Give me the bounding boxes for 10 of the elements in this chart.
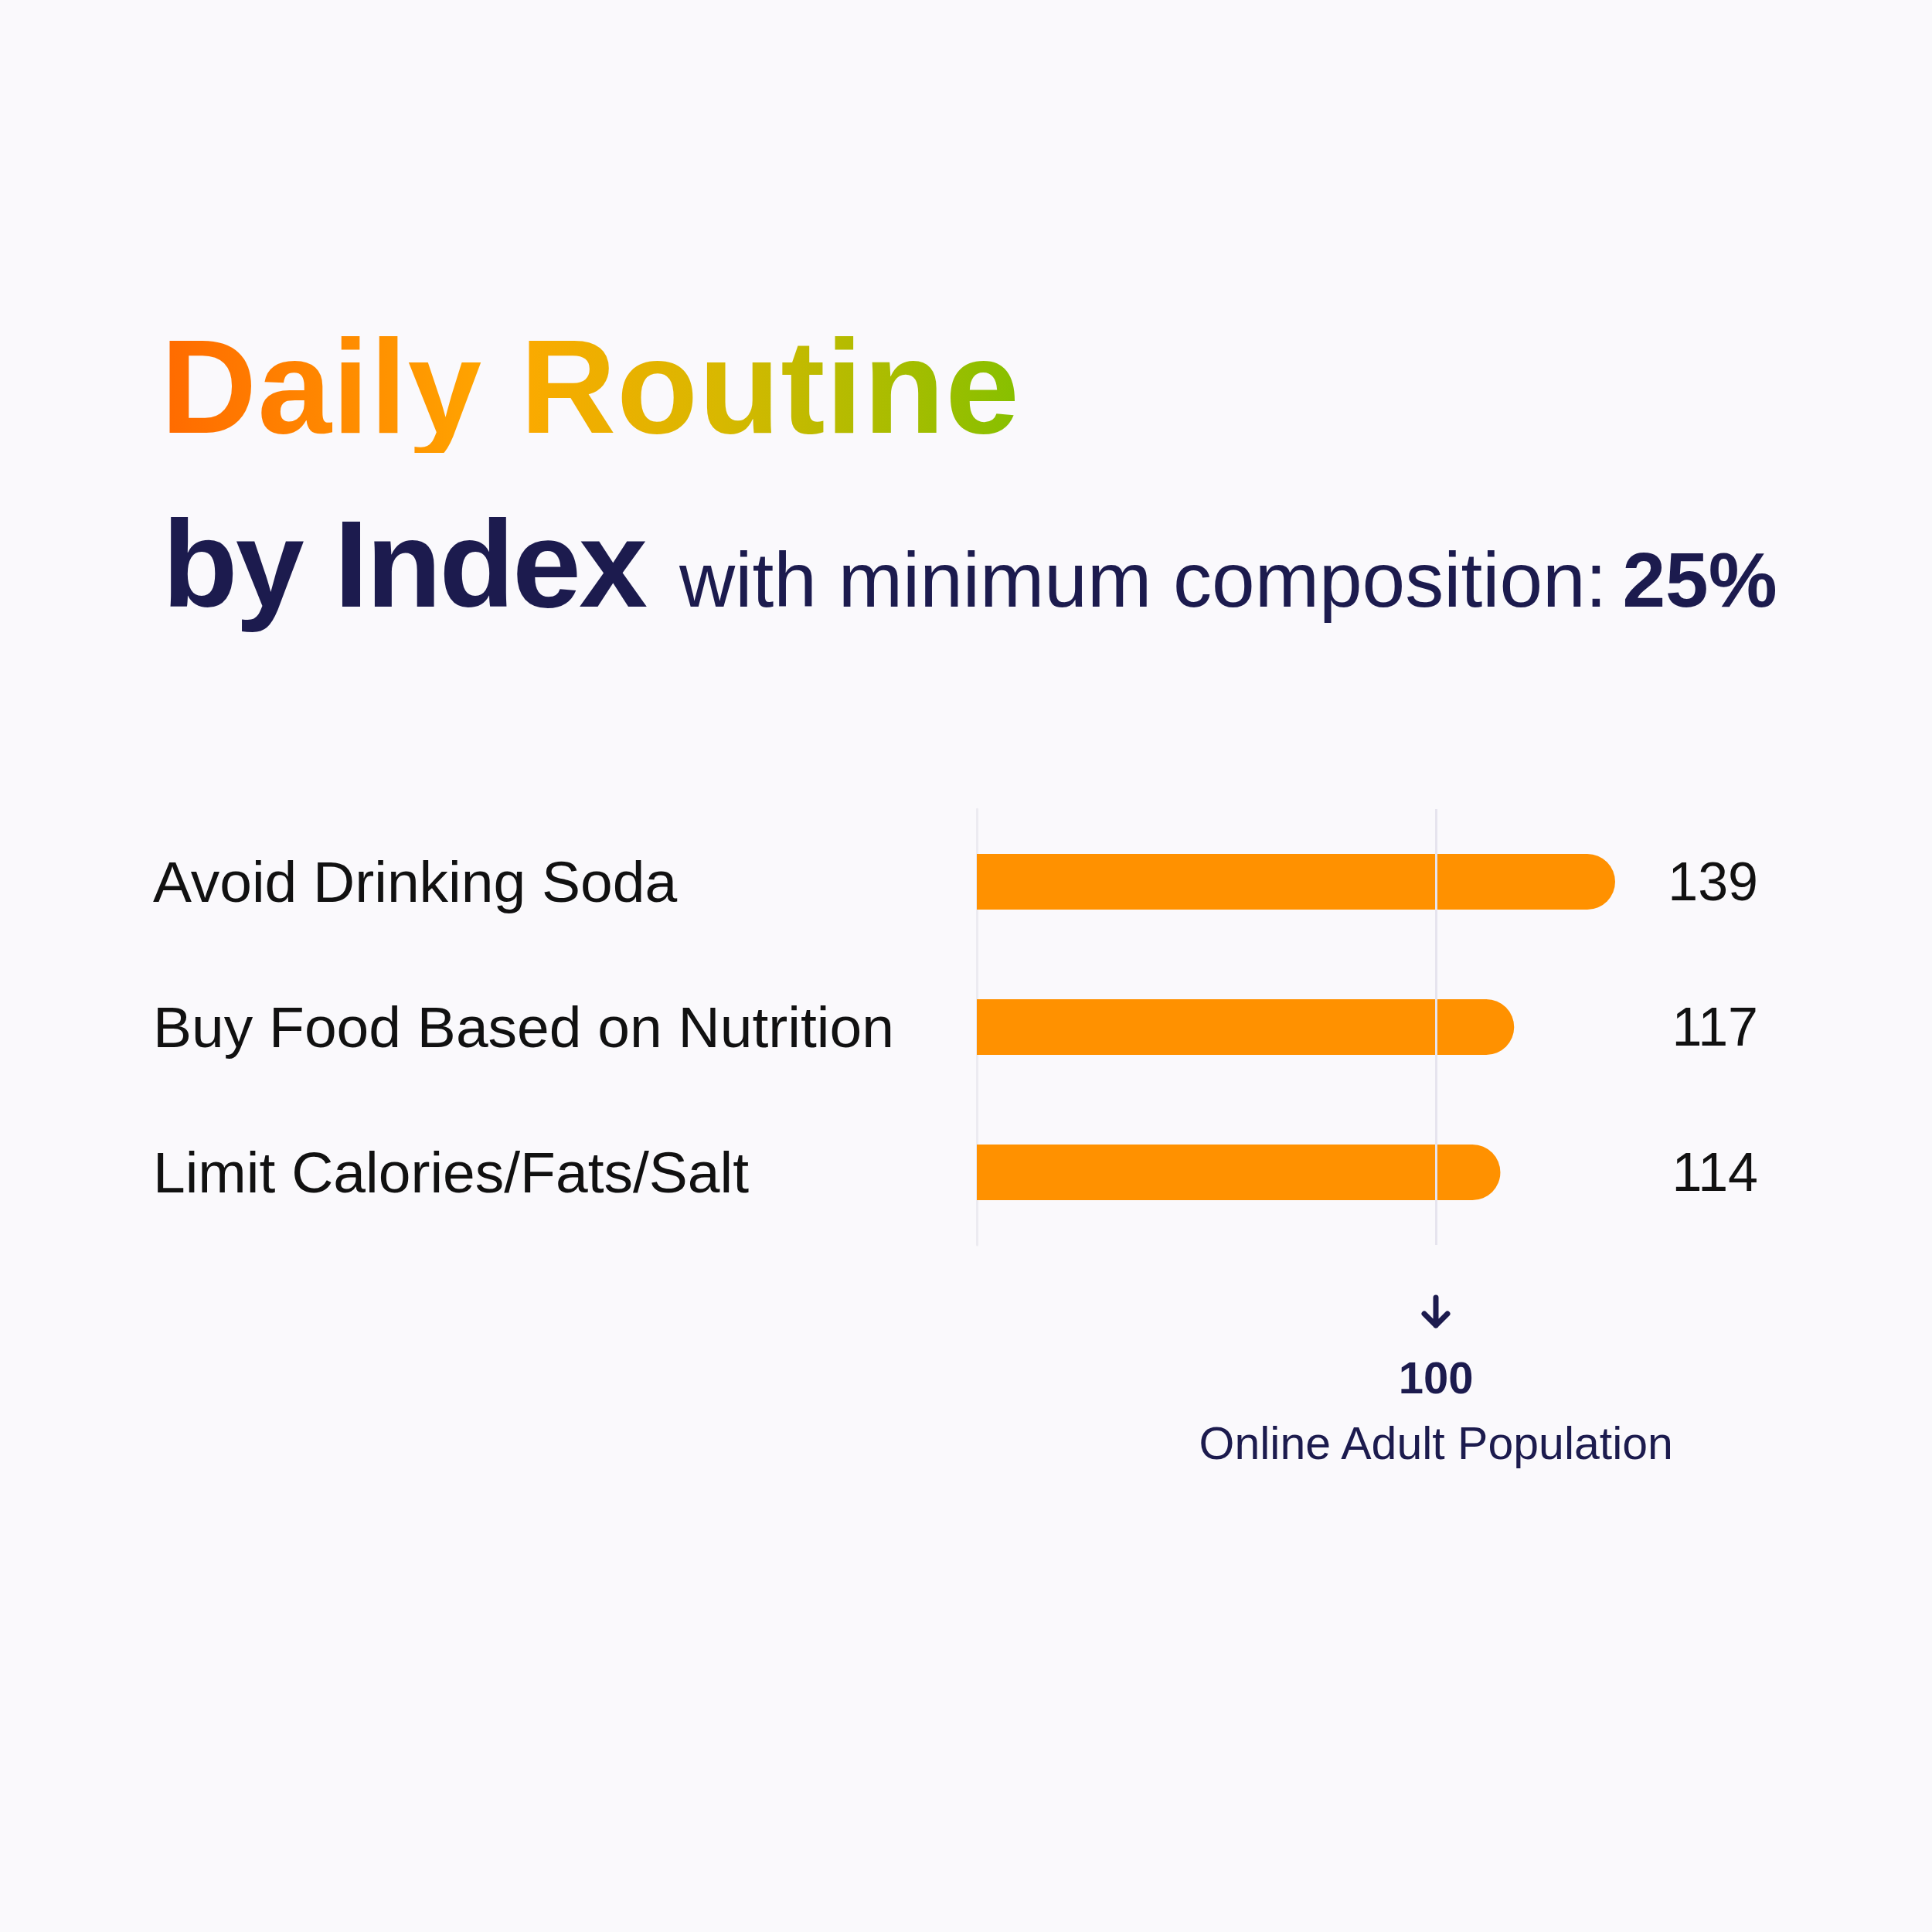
text: Online Adult Population [1199, 1418, 1673, 1469]
chart-title: Daily Routine [161, 312, 1021, 461]
data-label: 139 [1668, 852, 1758, 912]
data-label: 114 [1672, 1142, 1758, 1202]
chart-subtitle: by Index with minimum composition: 25% [162, 495, 1777, 633]
ref-line-label: 100 [1398, 1352, 1474, 1403]
y-tick-label: Avoid Drinking Soda [153, 849, 678, 914]
y-tick-label: Buy Food Based on Nutrition [153, 995, 894, 1060]
y-tick-label: Limit Calories/Fats/Salt [153, 1140, 750, 1205]
data-label: 117 [1672, 997, 1758, 1057]
